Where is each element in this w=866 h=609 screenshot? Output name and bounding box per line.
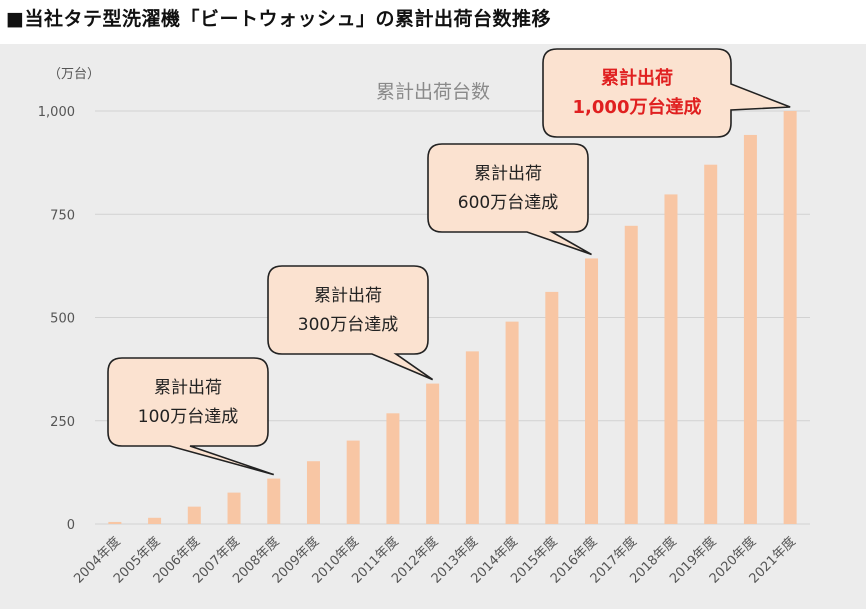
y-tick-label: 750 <box>50 208 75 223</box>
bar-2017年度 <box>624 225 638 524</box>
chart-panel: 0 250 500 750 1,000 2004年度 2005年度 2006年度 2007年度… <box>0 44 866 609</box>
bar-2006年度 <box>187 506 201 524</box>
bar-2013年度 <box>465 351 479 524</box>
callout-bubble <box>107 357 275 476</box>
bar-2020年度 <box>743 134 757 524</box>
bar-2018年度 <box>664 194 678 524</box>
callout-text: 100万台達成 <box>138 407 238 427</box>
y-tick-label: 0 <box>67 518 75 533</box>
callout-600: 累計出荷 600万台達成 <box>427 143 592 256</box>
y-axis-unit-label: （万台） <box>48 67 100 82</box>
bar-2014年度 <box>505 321 519 524</box>
callout-text: 累計出荷 <box>154 378 222 398</box>
bar-2011年度 <box>386 413 400 524</box>
y-tick-label: 250 <box>50 415 75 430</box>
bar-2005年度 <box>148 517 162 524</box>
bar-2019年度 <box>704 164 718 524</box>
bar-2007年度 <box>227 492 241 524</box>
y-axis-ticks: 0 250 500 750 1,000 <box>38 105 75 533</box>
bar-chart: 0 250 500 750 1,000 2004年度2005年度2006年度2007年度… <box>38 48 810 587</box>
bar-2004年度 <box>108 521 122 524</box>
callout-text: 600万台達成 <box>458 193 558 213</box>
callout-text: 累計出荷 <box>474 164 542 184</box>
chart-title: 累計出荷台数 <box>376 81 490 103</box>
bar-2010年度 <box>346 440 360 524</box>
callout-bubble <box>542 48 791 138</box>
bar-2009年度 <box>306 461 320 524</box>
callout-text: 1,000万台達成 <box>573 96 702 118</box>
y-tick-label: 1,000 <box>38 105 75 120</box>
callout-text: 300万台達成 <box>298 315 398 335</box>
callout-100: 累計出荷 100万台達成 <box>107 357 275 476</box>
callout-bubble <box>427 143 592 256</box>
bars <box>108 111 797 524</box>
y-tick-label: 500 <box>50 312 75 327</box>
bar-2015年度 <box>545 291 559 524</box>
callout-text: 累計出荷 <box>314 286 382 306</box>
callout-1000: 累計出荷 1,000万台達成 <box>542 48 791 138</box>
callout-300: 累計出荷 300万台達成 <box>267 265 434 381</box>
bar-2016年度 <box>585 258 599 524</box>
bar-2021年度 <box>783 111 797 524</box>
callouts: 累計出荷100万台達成累計出荷300万台達成累計出荷600万台達成累計出荷1,0… <box>107 48 791 476</box>
callout-text: 累計出荷 <box>601 67 673 89</box>
page-title: ■当社タテ型洗濯機「ビートウォッシュ」の累計出荷台数推移 <box>6 8 551 30</box>
bar-2012年度 <box>426 383 440 524</box>
x-axis-ticks: 2004年度2005年度2006年度2007年度2008年度2009年度2010… <box>71 534 799 587</box>
bar-2008年度 <box>267 478 281 524</box>
callout-bubble <box>267 265 434 381</box>
